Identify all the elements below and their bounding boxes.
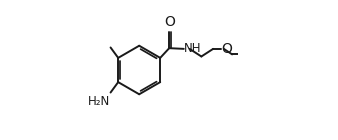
Text: H₂N: H₂N (88, 95, 110, 108)
Text: O: O (221, 42, 232, 56)
Text: O: O (164, 15, 175, 29)
Text: NH: NH (184, 42, 202, 55)
